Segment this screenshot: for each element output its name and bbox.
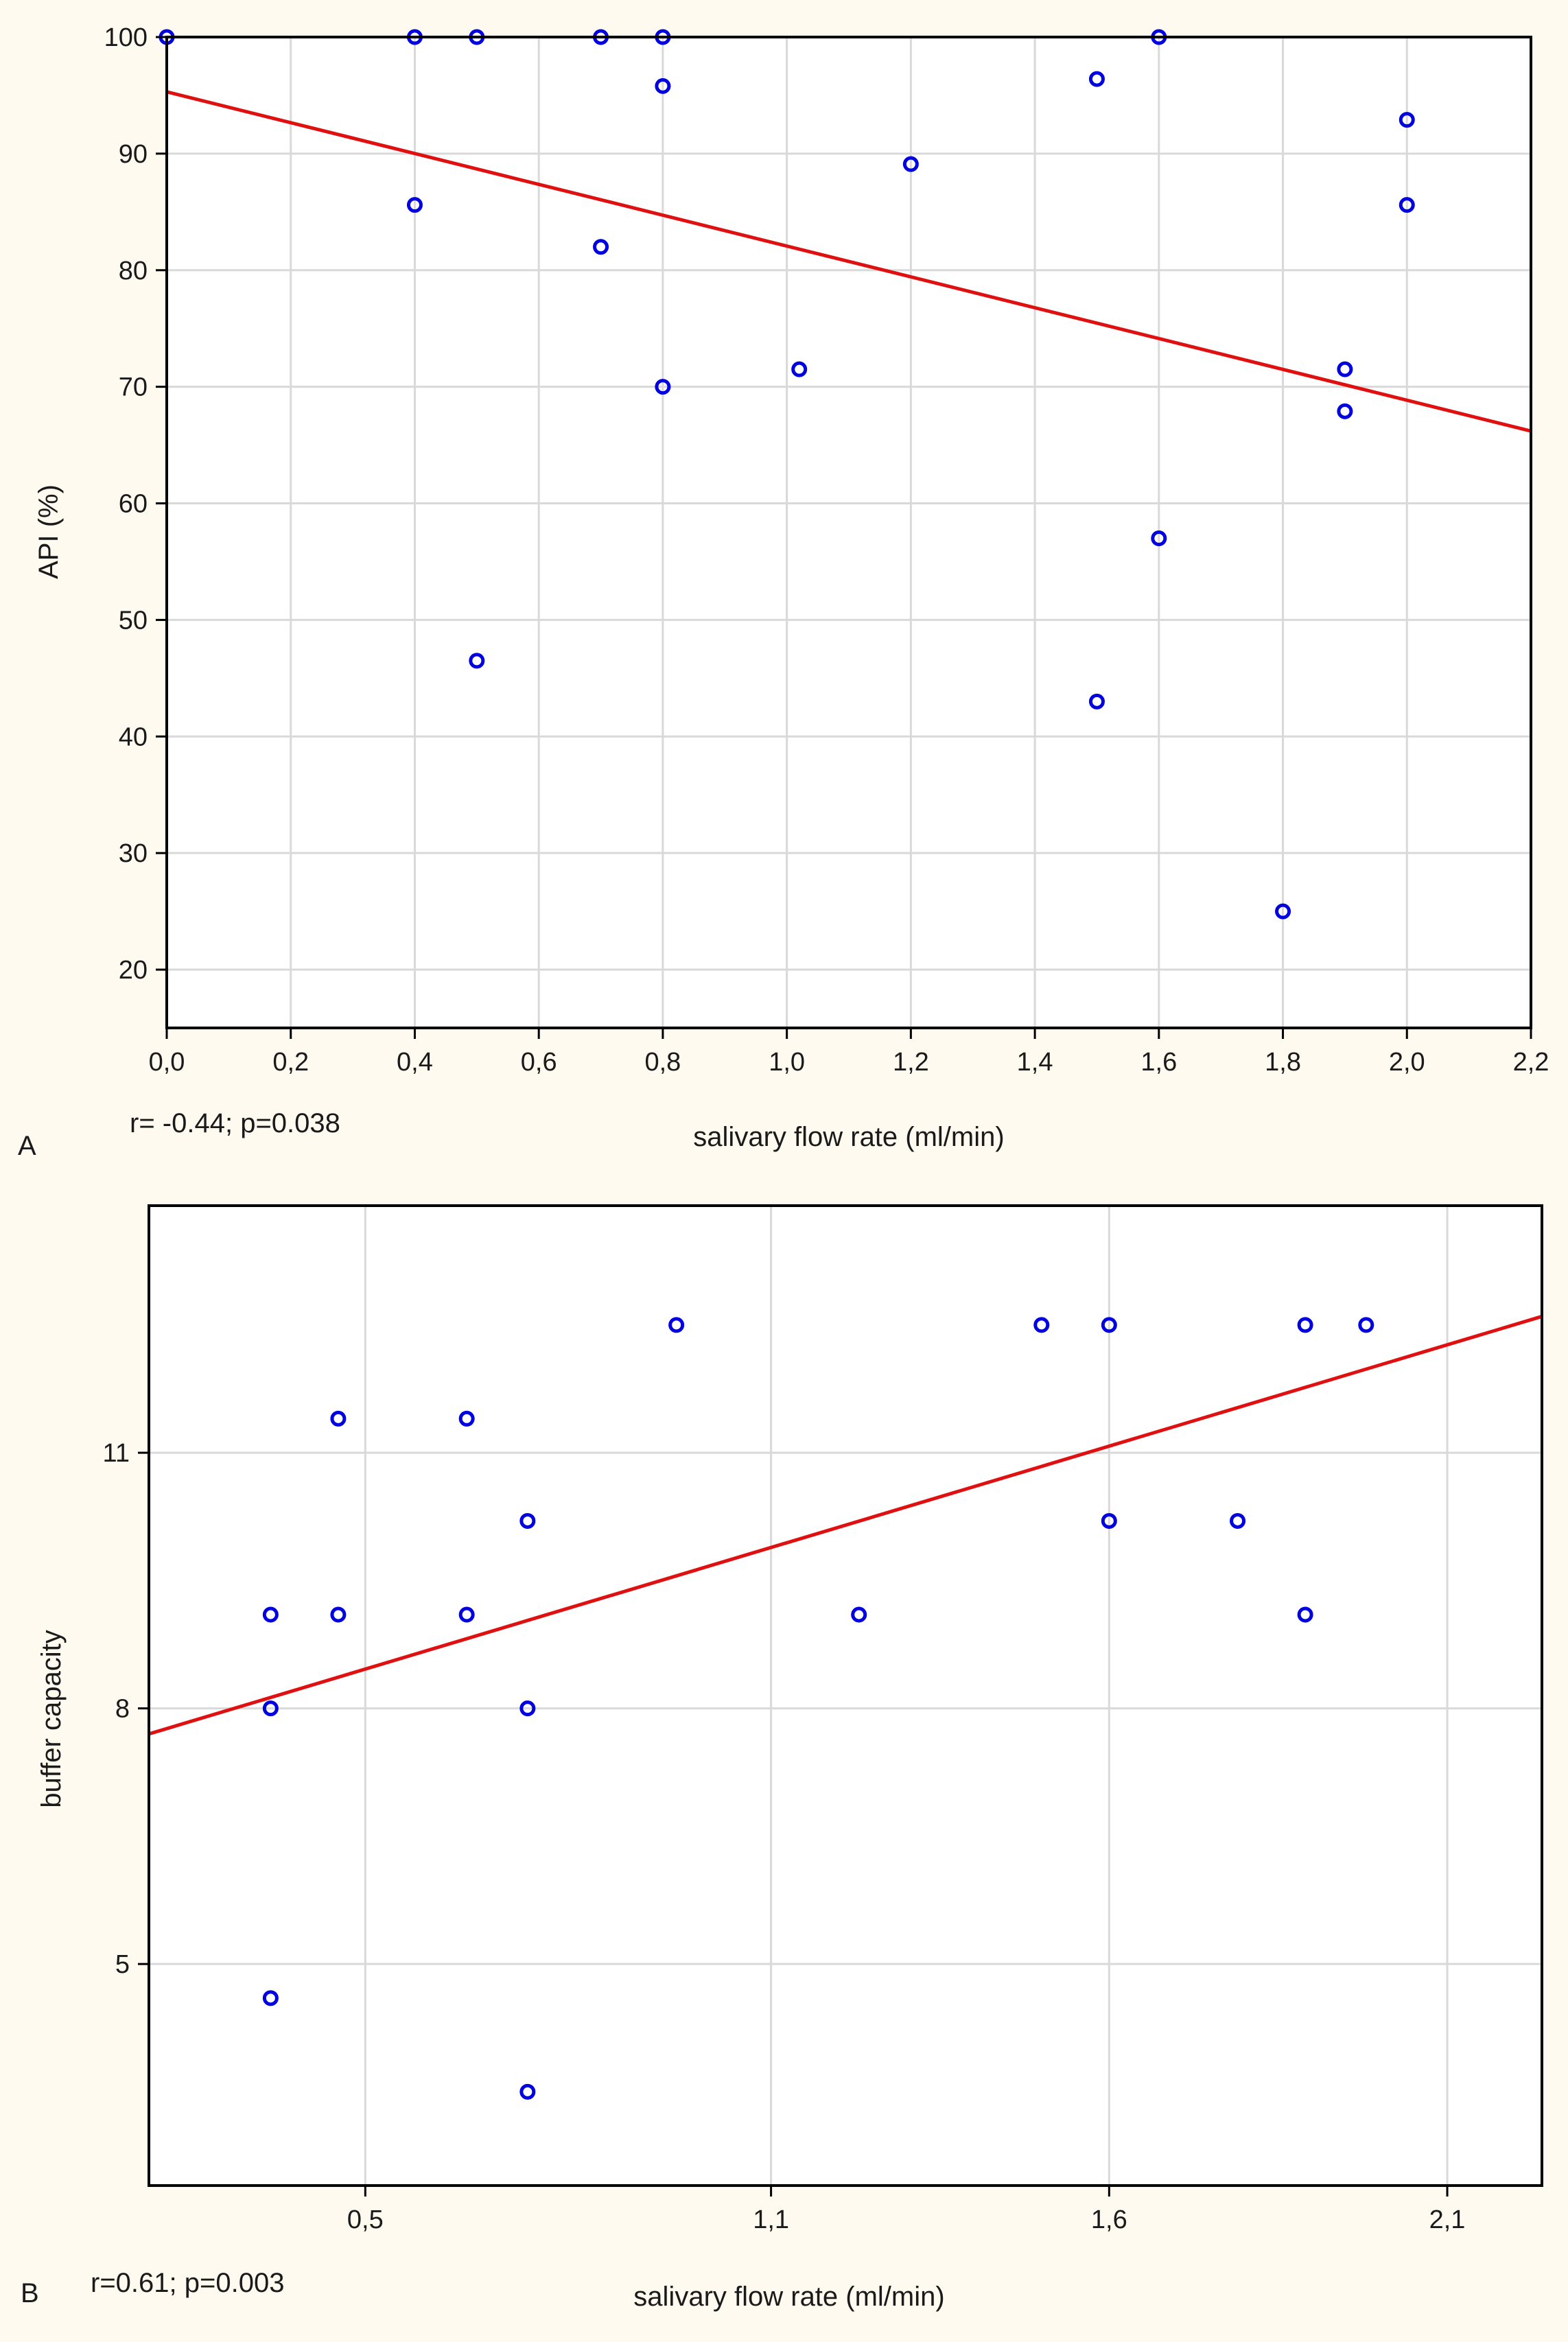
panel-a-y-tick-label: 90: [119, 140, 148, 169]
panel-a-y-tick-label: 30: [119, 839, 148, 868]
panel-a-x-tick-label: 0,6: [521, 1048, 557, 1077]
panel-a-data-point: [902, 156, 919, 172]
panel-b-data-point: [1297, 1606, 1313, 1623]
panel-a-fit-line: [166, 90, 1532, 433]
panel-b-data-point: [262, 1700, 279, 1717]
panel-a-x-tick-label: 0,4: [397, 1048, 433, 1077]
panel-a-plot-area: [167, 37, 1531, 1028]
panel-b: 0,5 1,1 1,6 2,1 5 8 11 B r=0.61; p=0.003 sali…: [21, 1204, 1543, 2312]
panel-a-data-point: [469, 653, 485, 669]
panel-a: 0,0 0,2 0,4 0,6 0,8 1,0 1,2 1,4 1,6 1,8 2,0 2,2 20 3…: [18, 23, 1549, 1161]
panel-a-y-ticks: 20 30 40 50 60 70 80 90 100: [104, 23, 167, 985]
panel-b-data-point: [519, 1700, 536, 1717]
panel-b-y-ticks: 5 8 11: [103, 1439, 149, 1979]
panel-a-axes-frame: [165, 36, 1532, 1029]
panel-b-grid: [149, 1206, 1542, 2186]
panel-a-y-tick-label: 40: [119, 723, 148, 751]
panel-b-points: [262, 1317, 1374, 2100]
panel-a-x-tick-label: 0,8: [644, 1048, 681, 1077]
panel-b-data-point: [1101, 1317, 1117, 1333]
panel-b-data-point: [330, 1606, 347, 1623]
panel-b-data-point: [458, 1410, 475, 1427]
panel-a-grid: [167, 37, 1531, 1028]
panel-b-data-point: [1297, 1317, 1313, 1333]
panel-a-y-tick-label: 80: [119, 257, 148, 285]
panel-b-x-tick-label: 0,5: [347, 2205, 384, 2234]
panel-a-x-tick-label: 0,0: [149, 1048, 185, 1077]
panel-b-plot-area: [149, 1206, 1542, 2186]
panel-a-data-point: [1151, 530, 1167, 546]
panel-b-axes-frame: [148, 1204, 1543, 2187]
panel-b-y-tick-label: 8: [115, 1695, 130, 1724]
panel-a-y-tick-label: 70: [119, 373, 148, 402]
panel-b-data-point: [1358, 1317, 1374, 1333]
panel-b-data-point: [1230, 1512, 1246, 1529]
panel-b-data-point: [519, 1512, 536, 1529]
panel-b-data-point: [668, 1317, 685, 1333]
panel-a-letter: A: [18, 1131, 36, 1161]
panel-a-x-tick-label: 1,0: [769, 1048, 805, 1077]
panel-a-y-tick-label: 20: [119, 956, 148, 985]
panel-a-x-tick-label: 1,6: [1140, 1048, 1177, 1077]
panel-b-x-tick-label: 1,6: [1091, 2205, 1127, 2234]
panel-a-y-tick-label: 60: [119, 490, 148, 519]
panel-a-data-point: [406, 197, 423, 213]
panel-a-data-point: [791, 361, 808, 377]
panel-a-x-tick-label: 0,2: [272, 1048, 309, 1077]
panel-b-x-axis-label: salivary flow rate (ml/min): [633, 2282, 944, 2312]
panel-b-x-tick-label: 2,1: [1429, 2205, 1466, 2234]
panel-a-x-tick-label: 1,2: [893, 1048, 929, 1077]
panel-b-stat: r=0.61; p=0.003: [91, 2268, 284, 2298]
panel-b-data-point: [262, 1990, 279, 2006]
panel-a-fit-group: [166, 90, 1532, 433]
panel-a-data-point: [593, 239, 609, 255]
panel-a-x-axis-label: salivary flow rate (ml/min): [693, 1122, 1004, 1152]
panel-a-data-point: [1337, 361, 1353, 377]
panel-b-data-point: [330, 1410, 347, 1427]
panel-a-data-point: [655, 78, 671, 94]
panel-b-data-point: [458, 1606, 475, 1623]
panel-b-x-ticks: 0,5 1,1 1,6 2,1: [347, 2186, 1466, 2234]
panel-a-data-point: [1088, 71, 1105, 87]
panel-a-data-point: [655, 379, 671, 395]
panel-a-x-tick-label: 1,4: [1017, 1048, 1053, 1077]
panel-b-data-point: [262, 1606, 279, 1623]
panel-a-data-point: [1275, 903, 1291, 920]
panel-a-y-tick-label: 50: [119, 606, 148, 635]
panel-b-y-axis-label: buffer capacity: [36, 1630, 67, 1807]
panel-a-data-point: [1088, 693, 1105, 710]
panel-b-letter: B: [21, 2278, 39, 2308]
panel-a-data-point: [1399, 197, 1415, 213]
panel-a-x-tick-label: 2,0: [1389, 1048, 1425, 1077]
panel-b-fit-group: [148, 1315, 1543, 1736]
panel-b-data-point: [1033, 1317, 1050, 1333]
panel-b-x-tick-label: 1,1: [753, 2205, 789, 2234]
panel-a-x-tick-label: 2,2: [1513, 1048, 1549, 1077]
panel-b-data-point: [851, 1606, 867, 1623]
panel-a-x-tick-label: 1,8: [1265, 1048, 1301, 1077]
panel-a-stat: r= -0.44; p=0.038: [130, 1108, 340, 1138]
panel-b-data-point: [1101, 1512, 1117, 1529]
panel-b-fit-line: [148, 1315, 1543, 1736]
panel-a-data-point: [1337, 403, 1353, 419]
panel-a-y-tick-label: 100: [104, 23, 148, 52]
panel-b-y-tick-label: 11: [103, 1439, 130, 1468]
panel-a-data-point: [1399, 112, 1415, 128]
panel-b-y-tick-label: 5: [115, 1950, 130, 1979]
panel-a-x-ticks: 0,0 0,2 0,4 0,6 0,8 1,0 1,2 1,4 1,6 1,8 2,0 2,2: [149, 1028, 1549, 1077]
panel-b-data-point: [519, 2083, 536, 2100]
panel-a-y-axis-label: API (%): [34, 484, 64, 579]
